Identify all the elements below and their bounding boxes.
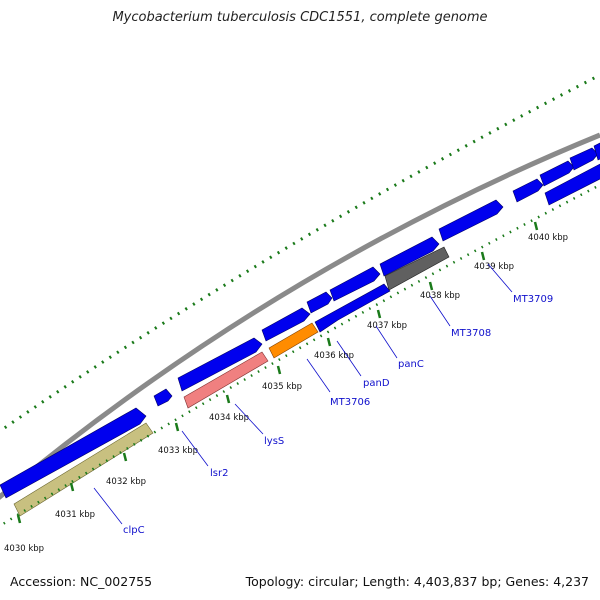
feature-MT3708[interactable]	[384, 246, 450, 291]
scale-label: 4039 kbp	[474, 262, 514, 272]
gene-arrow[interactable]	[314, 283, 391, 333]
gene-arrow[interactable]	[512, 178, 544, 203]
gene-arrow[interactable]	[329, 266, 381, 302]
gene-label-lsr2[interactable]: lsr2	[210, 468, 228, 479]
gene-arrow[interactable]	[261, 307, 311, 342]
feature-lysS[interactable]	[183, 351, 269, 409]
scale-label: 4031 kbp	[55, 510, 95, 520]
gene-label-clpC[interactable]: clpC	[123, 525, 145, 536]
gene-arrow[interactable]	[438, 199, 504, 242]
scale-label: 4032 kbp	[106, 477, 146, 487]
gene-arrow[interactable]	[569, 147, 599, 171]
gene-label-MT3706[interactable]: MT3706	[330, 397, 370, 408]
gene-arrow[interactable]	[593, 142, 600, 161]
genome-stats-text: Topology: circular; Length: 4,403,837 bp…	[245, 574, 589, 589]
gene-label-MT3708[interactable]: MT3708	[451, 328, 491, 339]
genome-backbone	[0, 132, 600, 500]
inner-tick-ring	[0, 183, 600, 528]
feature-clpC[interactable]	[13, 422, 154, 517]
major-ticks	[16, 221, 539, 524]
gene-arrow[interactable]	[177, 337, 263, 392]
gene-arrow[interactable]	[539, 160, 575, 187]
gene-label-panC[interactable]: panC	[398, 359, 424, 370]
scale-label: 4034 kbp	[209, 413, 249, 423]
accession-text: Accession: NC_002755	[10, 574, 153, 589]
feature-MT3706[interactable]	[268, 322, 319, 359]
gene-arrow[interactable]	[0, 407, 147, 499]
map-title: Mycobacterium tuberculosis CDC1551, comp…	[112, 10, 488, 25]
gene-arrow[interactable]	[544, 163, 600, 206]
gene-arrow[interactable]	[306, 291, 333, 314]
label-leaders	[93, 263, 513, 525]
scale-label: 4037 kbp	[367, 321, 407, 331]
gene-arrow[interactable]	[153, 388, 173, 407]
gene-label-panD[interactable]: panD	[363, 378, 390, 389]
scale-label: 4033 kbp	[158, 446, 198, 456]
gene-label-lysS[interactable]: lysS	[264, 436, 284, 447]
scale-label: 4038 kbp	[420, 291, 460, 301]
scale-label: 4040 kbp	[528, 233, 568, 243]
gene-arrow[interactable]	[379, 236, 440, 277]
gene-label-MT3709[interactable]: MT3709	[513, 294, 553, 305]
scale-label: 4030 kbp	[4, 544, 44, 554]
scale-label: 4035 kbp	[262, 382, 302, 392]
scale-label: 4036 kbp	[314, 351, 354, 361]
outer-tick-ring	[0, 73, 600, 433]
